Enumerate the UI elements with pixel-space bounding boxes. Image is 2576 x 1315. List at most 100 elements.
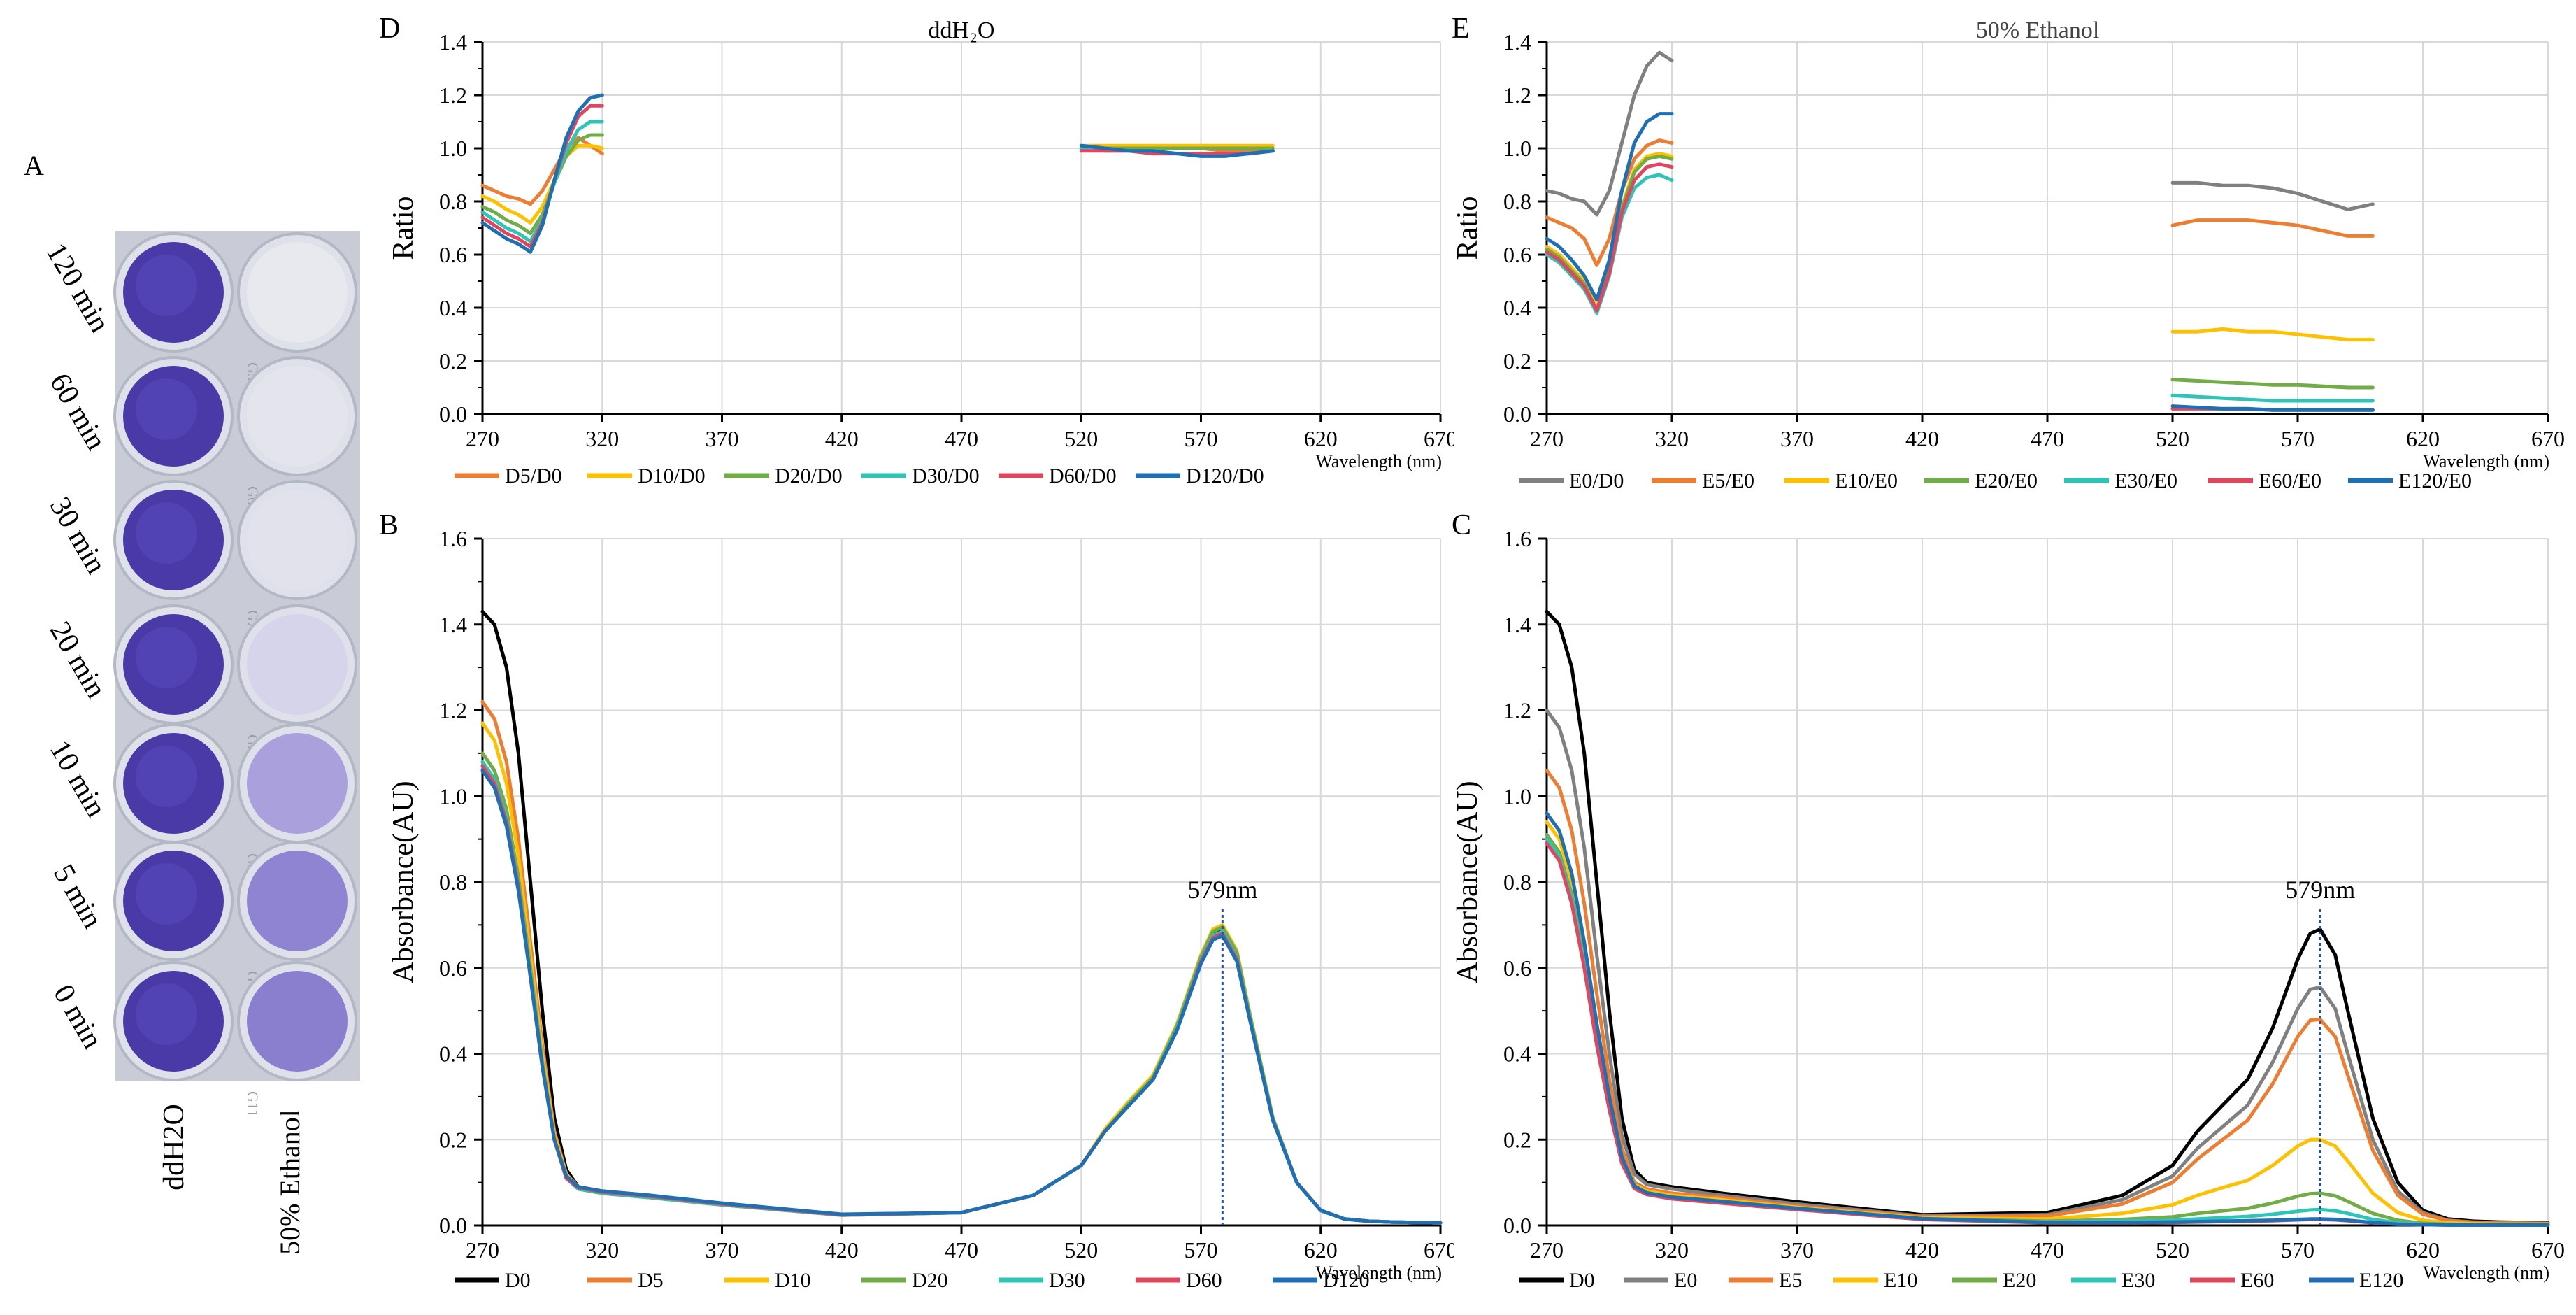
well-highlight [136, 746, 197, 807]
x-tick-label: 420 [825, 426, 859, 451]
x-tick-label: 270 [1530, 1237, 1564, 1263]
legend-label: E60 [2240, 1269, 2274, 1292]
x-tick-label: 520 [1064, 1237, 1098, 1263]
x-axis-label: Wavelength (nm) [2423, 1263, 2549, 1283]
y-axis-label: Absorbance(AU) [1452, 781, 1484, 983]
y-tick-label: 1.0 [1503, 136, 1531, 161]
series-line [2170, 378, 2375, 390]
y-tick-label: 0.0 [439, 401, 467, 427]
x-axis-label: Wavelength (nm) [2423, 451, 2549, 471]
x-tick-label: 470 [945, 1237, 978, 1263]
y-axis-label: Ratio [387, 197, 420, 260]
well-highlight [136, 255, 197, 316]
y-tick-label: 1.2 [439, 83, 467, 108]
time-label: 30 min [43, 492, 113, 579]
y-tick-label: 0.0 [1503, 401, 1531, 427]
legend-label: E10 [1884, 1269, 1917, 1292]
y-tick-label: 0.0 [1503, 1213, 1531, 1238]
x-tick-label: 320 [1655, 426, 1689, 451]
series-line [1545, 768, 2550, 1225]
y-tick-label: 0.2 [1503, 1127, 1531, 1152]
column-label-ddh2o: ddH2O [158, 1104, 190, 1190]
y-tick-label: 0.8 [439, 869, 467, 895]
time-label: 0 min [47, 979, 108, 1054]
legend-label: E20/E0 [1975, 469, 2038, 492]
time-label: 120 min [40, 238, 116, 338]
y-tick-label: 1.2 [1503, 698, 1531, 723]
well-highlight [136, 378, 197, 440]
legend-label: D5 [638, 1269, 664, 1292]
series-line [1545, 709, 2550, 1225]
x-tick-label: 620 [2406, 1237, 2440, 1263]
legend-label: D0 [1569, 1269, 1595, 1292]
y-tick-label: 0.8 [439, 189, 467, 214]
x-tick-label: 520 [1064, 426, 1098, 451]
y-tick-label: 0.0 [439, 1213, 467, 1238]
well-highlight [136, 502, 197, 564]
series-line [1545, 112, 1674, 302]
legend-label: E0 [1674, 1269, 1697, 1292]
y-axis-label: Ratio [1452, 197, 1484, 260]
legend-label: E120/E0 [2398, 469, 2472, 492]
legend-label: D10/D0 [638, 464, 706, 488]
y-tick-label: 0.4 [1503, 1042, 1531, 1067]
legend-label: D120/D0 [1186, 464, 1264, 488]
x-tick-label: 420 [1905, 426, 1939, 451]
chart-e-ratio-ethanol: 270 320 370 420 470 520 570 620 670 0.0 0.2 0.4 0.6 0… [1452, 13, 2565, 492]
series-line [2170, 393, 2375, 403]
legend-label: E120 [2359, 1269, 2403, 1292]
y-tick-label: 1.0 [439, 783, 467, 809]
series-line [1545, 162, 1674, 313]
x-tick-label: 570 [2281, 426, 2314, 451]
chart-d-ratio-ddh2o: 270 320 370 420 470 520 570 620 670 0.0 0.2 0.4 0.6 0… [379, 13, 1454, 488]
time-label: 20 min [43, 616, 113, 704]
y-tick-label: 0.6 [439, 242, 467, 267]
x-tick-label: 270 [466, 1237, 499, 1263]
x-tick-label: 520 [2156, 1237, 2189, 1263]
time-label: 10 min [43, 735, 113, 823]
x-axis-label: Wavelength (nm) [1315, 451, 1442, 471]
well-ethanol [247, 242, 348, 343]
x-tick-label: 320 [1655, 1237, 1689, 1263]
chart-title: ddH₂O [929, 17, 995, 43]
y-tick-label: 1.2 [439, 698, 467, 723]
well-ethanol [247, 851, 348, 951]
y-tick-label: 0.2 [439, 348, 467, 374]
legend-label: E5 [1779, 1269, 1802, 1292]
y-tick-label: 1.4 [439, 612, 467, 637]
chart-b-absorbance-ddh2o: 270 320 370 420 470 520 570 620 670 0.0 0.2 0.4 0.6 0… [379, 509, 1454, 1292]
well-ethanol [247, 733, 348, 834]
series-line [1545, 609, 2550, 1225]
legend-label: E5/E0 [1702, 469, 1754, 492]
x-tick-label: 570 [1185, 1237, 1218, 1263]
legend-label: D30/D0 [912, 464, 980, 488]
x-tick-label: 520 [2156, 426, 2189, 451]
chart-title: 50% Ethanol [1976, 17, 2100, 43]
x-tick-label: 570 [1185, 426, 1218, 451]
x-tick-label: 370 [706, 1237, 739, 1263]
well-ethanol [247, 614, 348, 715]
time-label: 60 min [43, 368, 113, 455]
y-tick-label: 1.0 [1503, 783, 1531, 809]
series-line [2170, 327, 2375, 342]
legend-label: D0 [505, 1269, 531, 1292]
x-tick-label: 670 [1424, 426, 1454, 451]
well-highlight [136, 627, 197, 688]
legend-label: E10/E0 [1835, 469, 1898, 492]
x-tick-label: 420 [825, 1237, 859, 1263]
well-highlight [136, 863, 197, 925]
panel-letter: E [1452, 13, 1470, 45]
y-tick-label: 1.4 [439, 29, 467, 55]
x-tick-label: 620 [1304, 1237, 1338, 1263]
y-tick-label: 0.8 [1503, 189, 1531, 214]
x-tick-label: 320 [585, 426, 619, 451]
x-tick-label: 470 [2031, 426, 2064, 451]
legend-label: D30 [1049, 1269, 1085, 1292]
legend-label: E0/D0 [1569, 469, 1624, 492]
well-ethanol [247, 490, 348, 590]
x-tick-label: 320 [585, 1237, 619, 1263]
panel-letter: A [24, 150, 44, 181]
legend-label: E60/E0 [2259, 469, 2321, 492]
